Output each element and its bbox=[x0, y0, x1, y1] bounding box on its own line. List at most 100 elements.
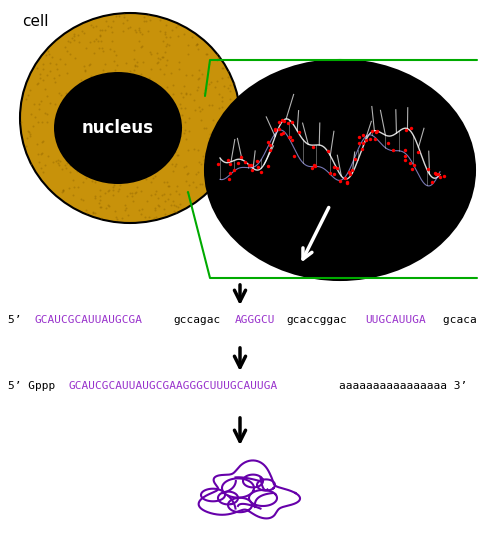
Point bbox=[136, 27, 144, 36]
Point bbox=[218, 163, 226, 172]
Point bbox=[103, 68, 111, 77]
Point bbox=[109, 144, 117, 153]
Point bbox=[128, 175, 136, 183]
Point bbox=[89, 209, 97, 218]
Point bbox=[215, 53, 223, 61]
Point bbox=[70, 183, 78, 191]
Point bbox=[115, 184, 123, 193]
Point bbox=[162, 55, 170, 64]
Point bbox=[34, 79, 42, 87]
Point bbox=[37, 149, 45, 158]
Point bbox=[102, 123, 109, 131]
Point bbox=[39, 137, 47, 146]
Point bbox=[371, 135, 378, 143]
Point bbox=[182, 70, 190, 79]
Point bbox=[253, 163, 261, 171]
Point bbox=[113, 107, 120, 115]
Point bbox=[84, 61, 92, 70]
Point bbox=[175, 58, 182, 66]
Point bbox=[183, 50, 191, 58]
Point bbox=[133, 86, 141, 94]
Point bbox=[351, 155, 359, 163]
Point bbox=[309, 142, 316, 151]
Point bbox=[187, 71, 195, 79]
Point bbox=[130, 81, 138, 90]
Point bbox=[205, 166, 213, 174]
Point bbox=[46, 99, 53, 107]
Point bbox=[151, 204, 158, 212]
Point bbox=[134, 205, 142, 214]
Point bbox=[138, 30, 145, 38]
Point bbox=[225, 94, 233, 103]
Point bbox=[61, 109, 69, 117]
Point bbox=[62, 130, 70, 138]
Point bbox=[173, 181, 181, 190]
Point bbox=[37, 138, 45, 146]
Ellipse shape bbox=[20, 13, 240, 223]
Point bbox=[116, 152, 123, 160]
Point bbox=[324, 147, 331, 155]
Point bbox=[274, 125, 282, 133]
Point bbox=[136, 163, 144, 172]
Point bbox=[52, 156, 60, 165]
Point bbox=[171, 160, 179, 168]
Point bbox=[171, 161, 179, 170]
Point bbox=[131, 120, 139, 128]
Point bbox=[130, 45, 138, 54]
Point bbox=[151, 104, 158, 113]
Point bbox=[78, 132, 85, 141]
Point bbox=[192, 86, 200, 94]
Point bbox=[81, 61, 88, 70]
Point bbox=[182, 170, 190, 179]
Point bbox=[24, 127, 32, 136]
Point bbox=[135, 37, 143, 45]
Point bbox=[102, 142, 110, 151]
Point bbox=[278, 128, 286, 137]
Point bbox=[124, 211, 132, 219]
Point bbox=[435, 173, 443, 181]
Point bbox=[164, 182, 172, 191]
Point bbox=[26, 86, 34, 95]
Text: GCAUCGCAUUAUGCGA: GCAUCGCAUUAUGCGA bbox=[34, 315, 142, 325]
Point bbox=[141, 83, 149, 91]
Point bbox=[92, 35, 100, 43]
Point bbox=[25, 130, 33, 138]
Point bbox=[140, 13, 147, 21]
Point bbox=[108, 37, 116, 46]
Point bbox=[252, 156, 260, 165]
Point bbox=[172, 114, 180, 122]
Point bbox=[90, 191, 98, 200]
Point bbox=[23, 142, 30, 150]
Point bbox=[131, 167, 138, 175]
Point bbox=[54, 138, 62, 147]
Point bbox=[372, 127, 380, 135]
Point bbox=[44, 151, 52, 160]
Point bbox=[213, 77, 220, 85]
Point bbox=[126, 112, 134, 120]
Point bbox=[81, 90, 89, 98]
Point bbox=[209, 164, 217, 172]
Point bbox=[145, 213, 153, 221]
Point bbox=[142, 138, 149, 146]
Point bbox=[241, 157, 249, 166]
Point bbox=[177, 89, 184, 98]
Point bbox=[212, 50, 220, 59]
Point bbox=[181, 104, 189, 112]
Point bbox=[108, 191, 116, 199]
Point bbox=[153, 49, 161, 57]
Point bbox=[229, 79, 237, 88]
Point bbox=[138, 139, 146, 148]
Point bbox=[193, 39, 201, 48]
Text: 5’: 5’ bbox=[8, 315, 28, 325]
Point bbox=[109, 186, 117, 195]
Point bbox=[83, 149, 90, 157]
Point bbox=[190, 95, 198, 104]
Point bbox=[71, 136, 78, 144]
Point bbox=[142, 175, 149, 184]
Point bbox=[286, 133, 294, 142]
Point bbox=[237, 152, 244, 161]
Point bbox=[154, 194, 161, 203]
Point bbox=[94, 37, 102, 45]
Point bbox=[107, 132, 115, 140]
Point bbox=[168, 112, 176, 121]
